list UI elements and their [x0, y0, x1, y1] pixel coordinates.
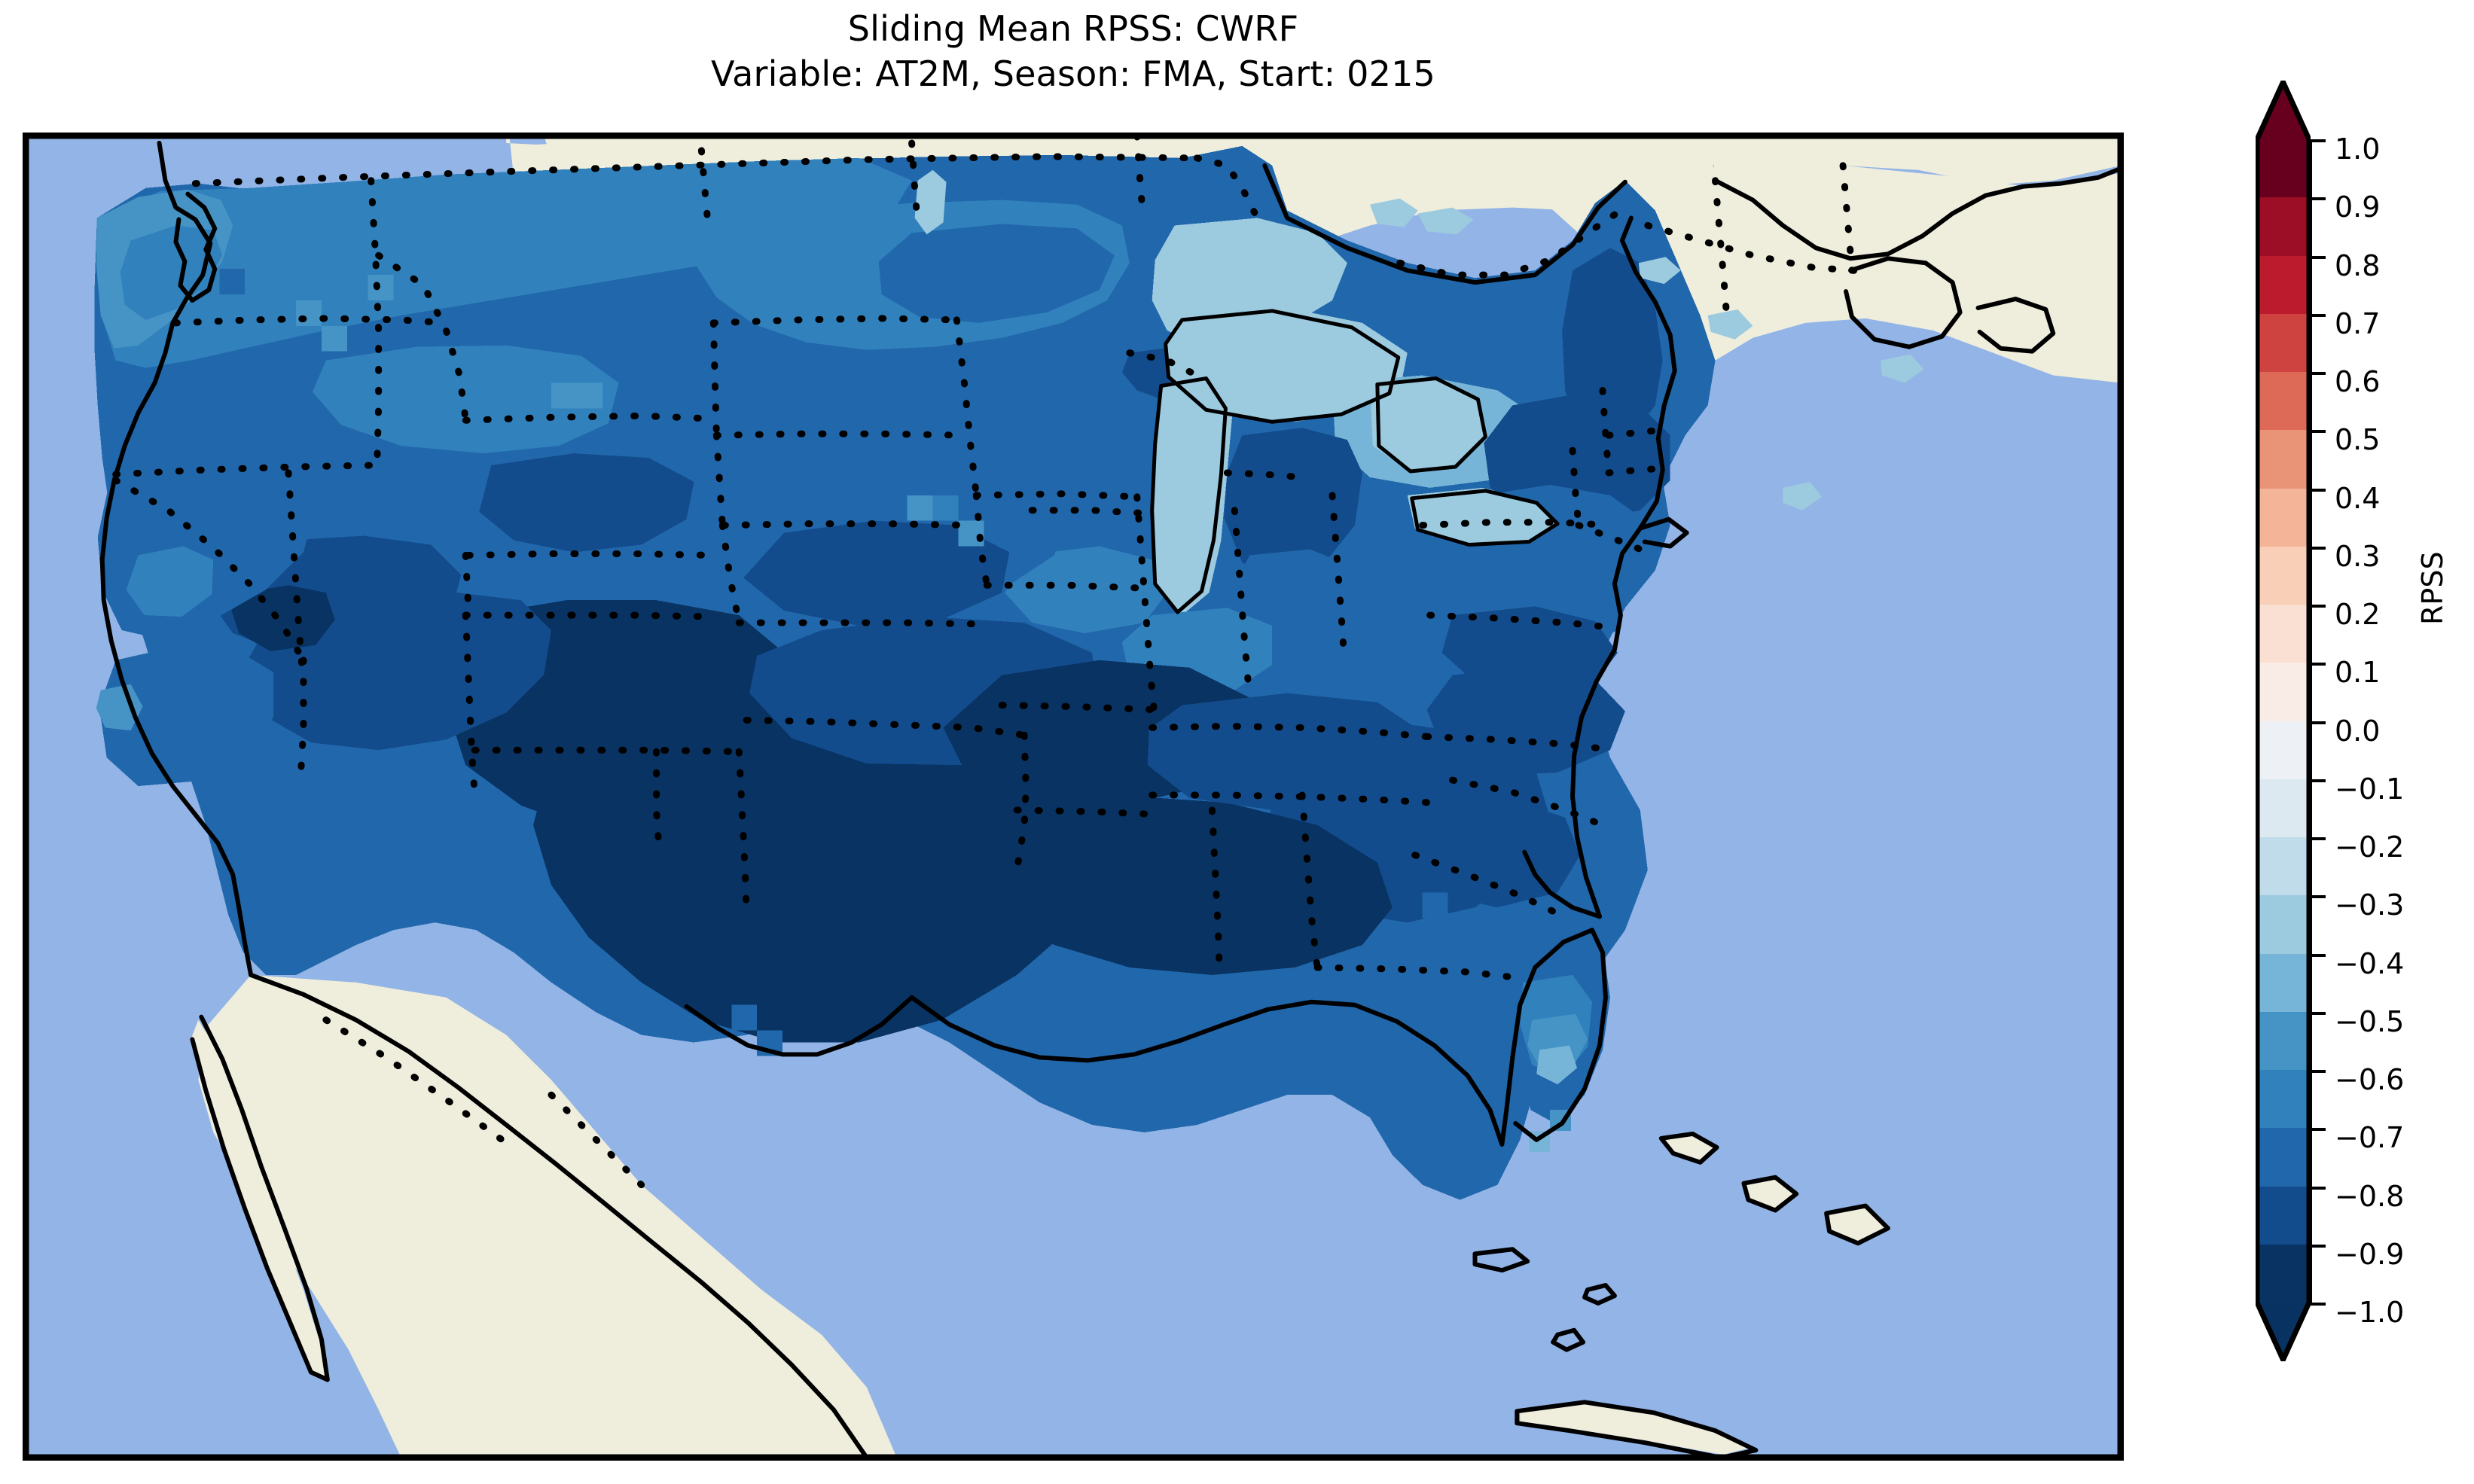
coastline-layer: [99, 140, 2121, 1458]
colorbar-band-4: [2256, 372, 2311, 431]
great-lakes-layer: [914, 169, 1924, 613]
colorbar-tick-mark: [2311, 430, 2326, 434]
colorbar-band-17: [2256, 1128, 2311, 1187]
colorbar-tick-mark: [2311, 546, 2326, 550]
figure-title: Sliding Mean RPSS: CWRF Variable: AT2M, …: [0, 6, 2146, 96]
colorbar-tick-mark: [2311, 1128, 2326, 1132]
colorbar-tick-mark: [2311, 1070, 2326, 1073]
colorbar-tick-mark: [2311, 1186, 2326, 1190]
colorbar-band-5: [2256, 430, 2311, 489]
colorbar-band-10: [2256, 721, 2311, 780]
colorbar-band-16: [2256, 1070, 2311, 1129]
colorbar-tick-mark: [2311, 313, 2326, 317]
colorbar-tick-mark: [2311, 953, 2326, 957]
colorbar-tick-mark: [2311, 895, 2326, 899]
colorbar-band-3: [2256, 313, 2311, 373]
colorbar-tick-mark: [2311, 837, 2326, 840]
conus-rpss-map: [26, 136, 2121, 1458]
colorbar-tick-mark: [2311, 605, 2326, 608]
colorbar-band-9: [2256, 663, 2311, 722]
colorbar-band-1: [2256, 197, 2311, 257]
colorbar-tick-mark: [2311, 197, 2326, 201]
map-panel: [23, 133, 2124, 1461]
colorbar-tick-mark: [2311, 255, 2326, 259]
colorbar-gradient: [2256, 81, 2311, 1361]
colorbar-band-0: [2256, 139, 2311, 198]
colorbar-band-8: [2256, 605, 2311, 663]
colorbar-band-6: [2256, 488, 2311, 547]
colorbar-ticks: 1.0 0.9 0.8 0.7 0.6 0.5 0.4 0.3 0.2 0.1 0.0 −0.1 −0.…: [2311, 135, 2469, 1327]
colorbar-tick-mark: [2311, 1011, 2326, 1015]
colorbar-title: RPSS: [2416, 551, 2449, 625]
state-borders-layer: [112, 136, 1877, 1189]
colorbar-over-arrow: [2256, 81, 2310, 139]
colorbar-band-7: [2256, 546, 2311, 605]
colorbar-under-arrow: [2256, 1303, 2310, 1361]
colorbar-band-11: [2256, 779, 2311, 838]
map-frame-border: [26, 136, 2121, 1458]
colorbar-tick-mark: [2311, 372, 2326, 375]
colorbar-tick-mark: [2311, 663, 2326, 666]
title-line-2: Variable: AT2M, Season: FMA, Start: 0215: [710, 53, 1436, 94]
title-line-1: Sliding Mean RPSS: CWRF: [847, 8, 1299, 49]
colorbar-tick-mark: [2311, 1303, 2326, 1306]
colorbar-tick-mark: [2311, 779, 2326, 782]
colorbar: 1.0 0.9 0.8 0.7 0.6 0.5 0.4 0.3 0.2 0.1 0.0 −0.1 −0.…: [2244, 81, 2470, 1461]
colorbar-band-12: [2256, 837, 2311, 896]
colorbar-band-13: [2256, 895, 2311, 955]
colorbar-tick-mark: [2311, 721, 2326, 724]
colorbar-tick-mark: [2311, 488, 2326, 492]
colorbar-tick-mark: [2311, 139, 2326, 142]
colorbar-band-19: [2256, 1244, 2311, 1303]
colorbar-band-14: [2256, 953, 2311, 1013]
colorbar-band-2: [2256, 255, 2311, 315]
colorbar-band-15: [2256, 1011, 2311, 1071]
colorbar-tick-mark: [2311, 1244, 2326, 1248]
colorbar-band-18: [2256, 1186, 2311, 1245]
